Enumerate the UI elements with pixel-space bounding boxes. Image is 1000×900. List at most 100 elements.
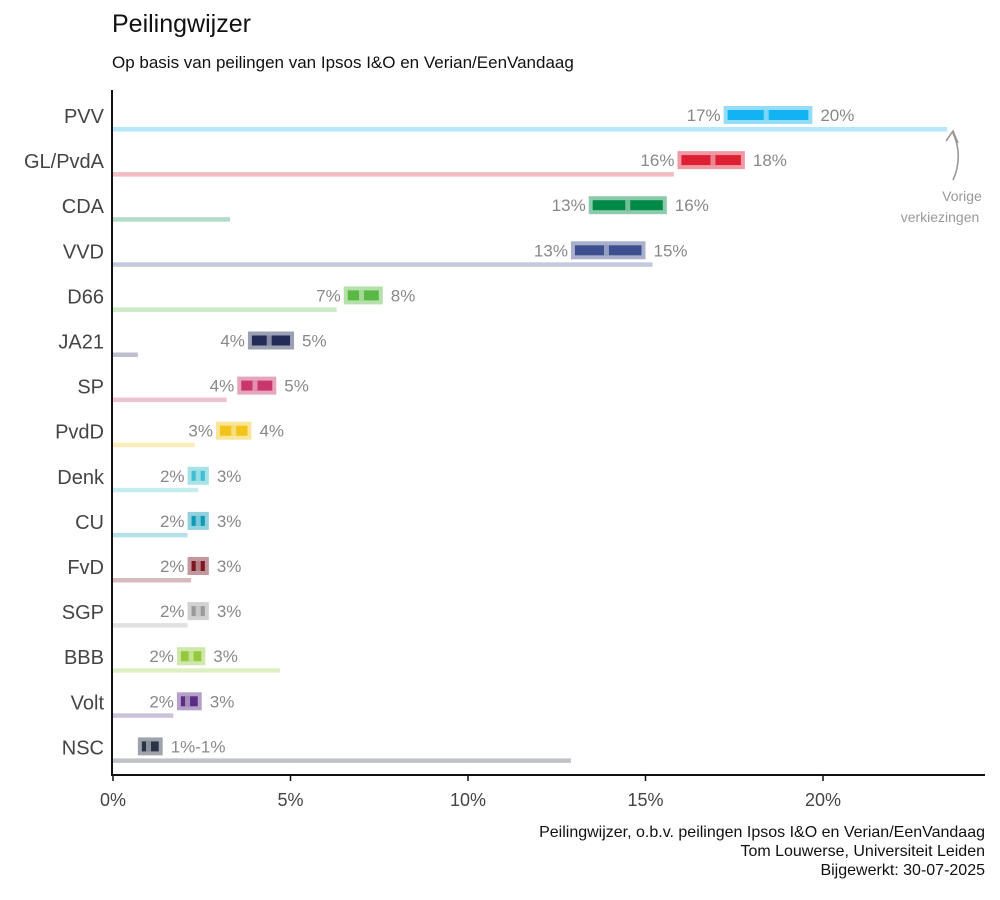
- x-tick-label-4: 20%: [805, 790, 841, 810]
- poll-midpoint-sp: [252, 380, 258, 391]
- poll-midpoint-gap-nsc: [146, 741, 151, 752]
- chart-subtitle: Op basis van peilingen van Ipsos I&O en …: [112, 53, 574, 72]
- value-high-denk: 3%: [217, 467, 242, 486]
- poll-range-inner-pvv: [727, 110, 809, 120]
- value-high-sgp: 3%: [217, 602, 242, 621]
- value-low-gl-pvda: 16%: [640, 151, 674, 170]
- x-axis-ticks: 0% 5% 10% 15% 20%: [100, 775, 841, 810]
- previous-election-bar-pvdd: [113, 442, 195, 448]
- poll-midpoint-sgp: [195, 606, 201, 617]
- poll-midpoint-bbb: [188, 651, 194, 662]
- value-high-gl-pvda: 18%: [753, 151, 787, 170]
- previous-election-bar-denk: [113, 487, 199, 493]
- value-low-volt: 2%: [149, 692, 174, 711]
- poll-midpoint-gap-fvd: [195, 561, 201, 571]
- party-label-gl-pvda: GL/PvdA: [24, 151, 105, 173]
- previous-election-bar-bbb: [113, 668, 280, 673]
- caption-author: Tom Louwerse, Universiteit Leiden: [740, 843, 985, 860]
- poll-range-inner-sp: [241, 380, 273, 391]
- poll-midpoint-gap-cu: [195, 515, 201, 526]
- value-low-cda: 13%: [552, 196, 586, 215]
- poll-midpoint-gap-gl-pvda: [710, 155, 716, 166]
- poll-range-inner-nsc: [141, 741, 159, 752]
- chart-caption: Peilingwijzer, o.b.v. peilingen Ipsos I&…: [539, 823, 985, 880]
- x-tick-label-3: 15%: [627, 790, 663, 810]
- party-label-vvd: VVD: [63, 241, 104, 263]
- party-label-sgp: SGP: [62, 602, 104, 624]
- poll-midpoint-pvdd: [231, 425, 237, 436]
- x-tick-label-0: 0%: [100, 790, 126, 810]
- value-high-sp: 5%: [284, 377, 309, 396]
- x-tick-label-1: 5%: [277, 790, 303, 810]
- party-label-cda: CDA: [62, 196, 105, 218]
- poll-range-inner-pvdd: [219, 425, 248, 436]
- caption-source: Peilingwijzer, o.b.v. peilingen Ipsos I&…: [539, 824, 985, 841]
- poll-chart: PVV GL/PvdA CDA VVD D66 JA21 SP PvdD Denk CU FvD SG…: [24, 90, 985, 810]
- party-label-pvv: PVV: [64, 106, 105, 128]
- previous-election-bar-cda: [113, 217, 231, 222]
- party-label-pvdd: PvdD: [55, 422, 104, 444]
- previous-election-bar-d66: [113, 307, 337, 312]
- value-high-volt: 3%: [210, 692, 235, 711]
- party-label-bbb: BBB: [64, 647, 104, 669]
- party-label-ja21: JA21: [58, 332, 104, 354]
- value-low-vvd: 13%: [534, 241, 568, 260]
- poll-midpoint-denk: [195, 470, 201, 481]
- value-high-vvd: 15%: [654, 241, 688, 260]
- value-low-pvdd: 3%: [188, 422, 213, 441]
- poll-midpoint-gap-pvv: [763, 110, 769, 120]
- poll-range-inner-bbb: [180, 651, 202, 662]
- poll-midpoint-cu: [195, 515, 201, 526]
- poll-midpoint-gap-sgp: [195, 606, 201, 617]
- value-high-bbb: 3%: [213, 647, 238, 666]
- value-low-sgp: 2%: [160, 602, 185, 621]
- poll-midpoint-gap-volt: [185, 696, 191, 707]
- previous-election-bar-gl-pvda: [113, 172, 674, 177]
- value-low-fvd: 2%: [160, 557, 185, 576]
- poll-range-inner-sgp: [191, 606, 205, 617]
- annotation-arrow: [952, 132, 960, 181]
- poll-range-inner-vvd: [574, 245, 642, 256]
- x-tick-label-2: 10%: [450, 790, 486, 810]
- poll-range-inner-d66: [347, 290, 379, 301]
- annotation-line-2: verkiezingen: [901, 209, 980, 225]
- party-label-sp: SP: [77, 377, 104, 399]
- poll-range-inner-volt: [180, 696, 198, 707]
- value-low-sp: 4%: [210, 377, 235, 396]
- party-label-fvd: FvD: [67, 557, 104, 579]
- value-high-d66: 8%: [391, 286, 416, 305]
- previous-election-bar-ja21: [113, 352, 138, 357]
- value-low-cu: 2%: [160, 512, 185, 531]
- party-label-d66: D66: [67, 286, 104, 308]
- poll-range-inner-ja21: [251, 335, 291, 346]
- poll-midpoint-gap-sp: [252, 380, 258, 391]
- poll-range-inner-fvd: [191, 561, 205, 571]
- previous-election-bar-vvd: [113, 262, 653, 267]
- poll-midpoint-gap-pvdd: [231, 425, 237, 436]
- poll-midpoint-gap-bbb: [188, 651, 194, 662]
- poll-midpoint-pvv: [763, 110, 769, 120]
- value-high-pvdd: 4%: [259, 422, 284, 441]
- previous-election-bar-fvd: [113, 578, 192, 583]
- previous-election-bar-sp: [113, 397, 227, 403]
- poll-midpoint-gap-ja21: [266, 335, 272, 346]
- party-label-denk: Denk: [57, 467, 105, 489]
- poll-range-inner-gl-pvda: [681, 155, 741, 166]
- poll-midpoint-gap-cda: [625, 200, 631, 211]
- previous-election-bar-nsc: [113, 758, 571, 763]
- value-low-pvv: 17%: [687, 106, 721, 125]
- value-labels: 17% 20% 16% 18% 13% 16% 13% 15% 7% 8% 4% 5% 4% 5% 3% 4%…: [149, 106, 854, 756]
- poll-midpoint-gap-denk: [195, 470, 201, 481]
- poll-midpoint-gap-d66: [359, 290, 364, 301]
- caption-updated: Bijgewerkt: 30-07-2025: [820, 862, 985, 879]
- value-low-denk: 2%: [160, 467, 185, 486]
- previous-election-bar-sgp: [113, 623, 188, 628]
- value-high-fvd: 3%: [217, 557, 242, 576]
- value-low-ja21: 4%: [220, 332, 245, 351]
- poll-range-inner-denk: [191, 470, 205, 481]
- chart-title: Peilingwijzer: [112, 10, 251, 38]
- value-high-cu: 3%: [217, 512, 242, 531]
- previous-election-bar-pvv: [113, 127, 948, 132]
- poll-midpoint-ja21: [266, 335, 272, 346]
- value-high-cda: 16%: [675, 196, 709, 215]
